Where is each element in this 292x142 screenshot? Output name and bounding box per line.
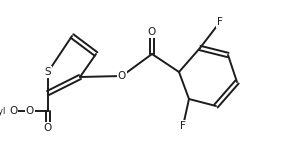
Text: O: O	[148, 27, 156, 37]
Text: O: O	[9, 106, 17, 116]
Text: O: O	[118, 71, 126, 81]
Text: O: O	[44, 123, 52, 133]
Text: F: F	[180, 121, 186, 131]
Text: S: S	[45, 67, 51, 77]
Text: O: O	[26, 106, 34, 116]
Text: methyl: methyl	[0, 106, 6, 115]
Text: F: F	[217, 17, 223, 27]
